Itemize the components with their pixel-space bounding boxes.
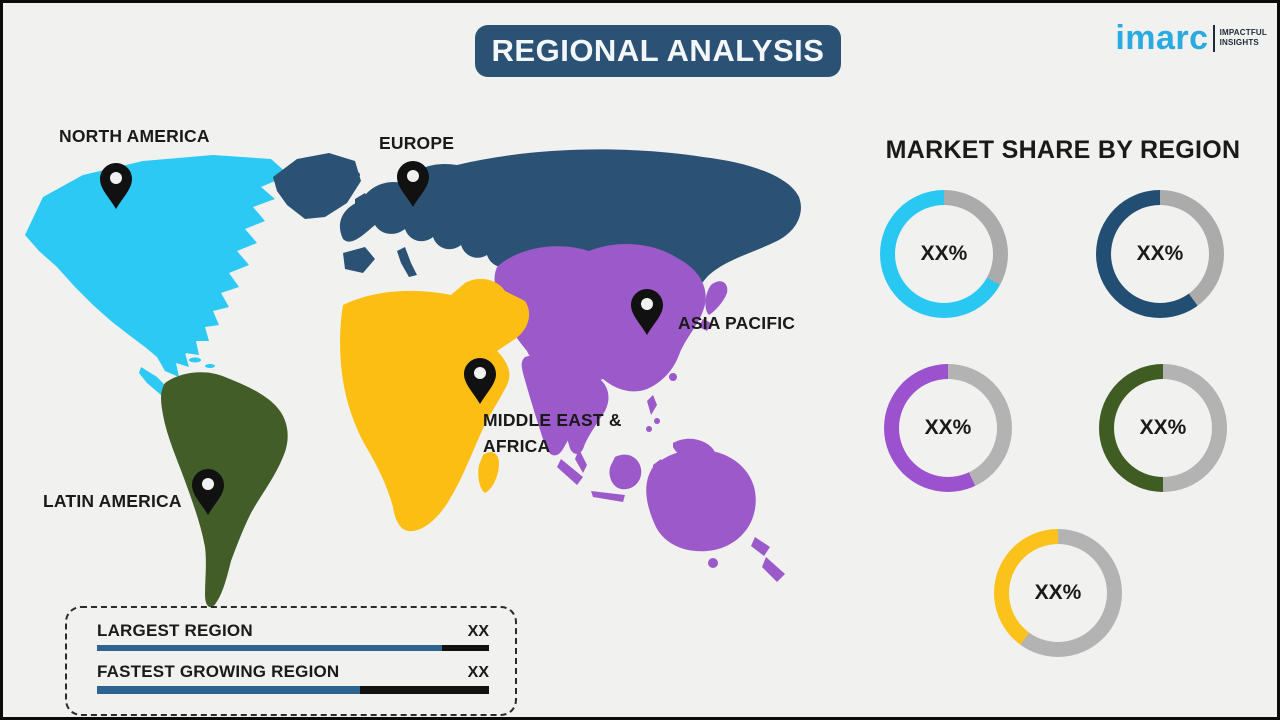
- donut-value: XX%: [1034, 581, 1082, 604]
- donut-center: XX%: [1114, 379, 1212, 477]
- korea-shape: [687, 301, 699, 317]
- africa-middle-east-shape: [340, 278, 530, 532]
- iceland-shape: [342, 170, 360, 180]
- logo-tagline-line1: IMPACTFUL: [1219, 27, 1267, 37]
- donut-value: XX%: [920, 242, 968, 265]
- legend-label: LARGEST REGION: [97, 621, 253, 640]
- donut-middle-east-africa: XX%: [1099, 364, 1227, 492]
- iberia-shape: [343, 247, 375, 273]
- donut-value: XX%: [924, 416, 972, 439]
- logo-brand-text: imarc: [1115, 19, 1209, 57]
- world-map: [25, 149, 801, 608]
- donut-value: XX%: [1139, 416, 1187, 439]
- java-shape: [591, 491, 625, 502]
- madagascar-shape: [478, 452, 499, 493]
- region-middle-east-africa: [340, 278, 530, 532]
- region-asia-pacific: [494, 244, 785, 582]
- label-latin-america: LATIN AMERICA: [43, 491, 182, 511]
- donut-center: XX%: [1111, 205, 1209, 303]
- caribbean-island: [172, 350, 186, 356]
- legend-row-fastest: FASTEST GROWING REGION XX: [97, 662, 489, 694]
- pin-latin-america: [192, 469, 224, 515]
- legend-bar: [97, 686, 489, 694]
- australia-shape: [646, 449, 756, 552]
- pin-asia-pacific: [631, 289, 663, 335]
- pin-europe: [397, 161, 429, 207]
- title-banner: REGIONAL ANALYSIS: [475, 25, 841, 77]
- new-zealand-south-shape: [762, 557, 785, 582]
- legend-bar-fill: [97, 686, 360, 694]
- legend-value: XX: [467, 623, 489, 640]
- imarc-logo: imarc IMPACTFUL INSIGHTS: [1115, 21, 1267, 55]
- page-title: REGIONAL ANALYSIS: [491, 33, 825, 68]
- donut-asia-pacific: XX%: [884, 364, 1012, 492]
- legend-bar-fill: [97, 645, 442, 651]
- donut-center: XX%: [1009, 544, 1107, 642]
- legend-row-largest: LARGEST REGION XX: [97, 621, 489, 651]
- donut-north-america: XX%: [880, 190, 1008, 318]
- pin-north-america: [100, 163, 132, 209]
- donut-center: XX%: [895, 205, 993, 303]
- borneo-shape: [609, 454, 642, 490]
- legend-box: LARGEST REGION XX FASTEST GROWING REGION…: [65, 606, 517, 716]
- new-zealand-north-shape: [751, 537, 770, 556]
- pin-middle-east-africa: [464, 358, 496, 404]
- italy-shape: [397, 247, 417, 277]
- legend-value: XX: [467, 664, 489, 681]
- logo-tagline: IMPACTFUL INSIGHTS: [1220, 28, 1267, 49]
- donut-center: XX%: [899, 379, 997, 477]
- region-north-america: [25, 155, 289, 395]
- donut-latin-america: XX%: [994, 529, 1122, 657]
- greenland-shape: [273, 153, 361, 219]
- philippines-island: [646, 426, 652, 432]
- donut-value: XX%: [1136, 242, 1184, 265]
- caribbean-island: [189, 357, 201, 363]
- central-america-shape: [139, 367, 169, 395]
- market-share-heading: MARKET SHARE BY REGION: [885, 136, 1241, 164]
- indochina-shape: [558, 370, 609, 454]
- label-north-america: NORTH AMERICA: [59, 126, 210, 146]
- logo-tagline-line2: INSIGHTS: [1219, 38, 1259, 47]
- region-latin-america: [161, 372, 288, 608]
- caribbean-island: [205, 364, 215, 368]
- japan-south-shape: [699, 319, 711, 331]
- philippines-shape: [647, 395, 657, 415]
- philippines-island: [654, 418, 660, 424]
- south-america-shape: [161, 372, 288, 608]
- label-asia-pacific: ASIA PACIFIC: [678, 313, 796, 333]
- donut-europe: XX%: [1096, 190, 1224, 318]
- japan-shape: [705, 281, 728, 315]
- logo-divider: [1212, 24, 1215, 52]
- label-middle-east-africa: MIDDLE EAST & AFRICA: [483, 410, 622, 456]
- sumatra-shape: [557, 459, 583, 485]
- tasmania-shape: [708, 558, 718, 568]
- north-america-shape: [25, 155, 289, 377]
- legend-label: FASTEST GROWING REGION: [97, 662, 340, 681]
- legend-bar: [97, 645, 489, 651]
- label-europe: EUROPE: [379, 133, 455, 153]
- malay-shape: [575, 449, 587, 473]
- taiwan-shape: [669, 373, 677, 381]
